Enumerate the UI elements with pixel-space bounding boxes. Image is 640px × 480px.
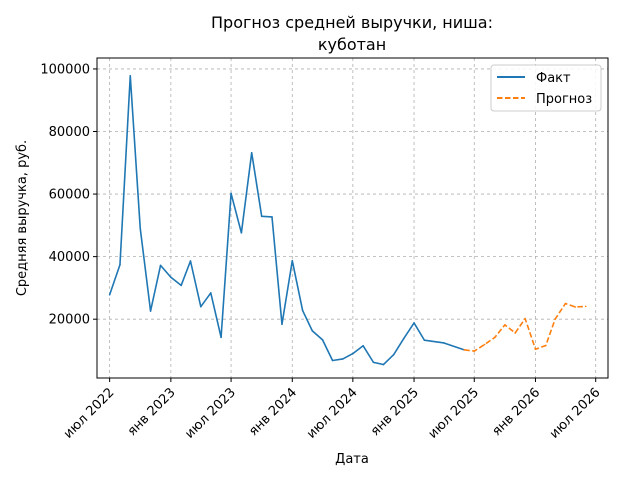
data-point — [504, 324, 506, 326]
y-tick-label: 80000 — [49, 125, 90, 140]
data-point — [483, 343, 486, 346]
data-point — [311, 329, 314, 332]
data-point — [392, 353, 395, 356]
series-line — [108, 75, 465, 366]
data-point — [463, 349, 466, 351]
y-tick-label: 100000 — [40, 62, 90, 77]
data-point — [524, 317, 526, 320]
data-point — [413, 322, 415, 324]
data-point — [139, 227, 142, 230]
data-point — [301, 309, 304, 312]
series-forecast — [463, 302, 587, 352]
data-point — [362, 344, 364, 347]
data-point — [240, 232, 243, 234]
y-tick-label: 40000 — [49, 250, 90, 265]
chart-title-line-2: куботан — [318, 35, 386, 54]
y-axis-label: Средняя выручка, руб. — [15, 140, 30, 296]
data-point — [382, 363, 385, 366]
legend-label-fact: Факт — [536, 71, 571, 86]
data-point — [149, 310, 152, 312]
data-point — [584, 305, 587, 308]
x-axis-label: Дата — [335, 452, 369, 467]
data-point — [494, 336, 496, 339]
data-point — [514, 332, 516, 334]
data-point — [230, 192, 232, 195]
data-point — [443, 342, 445, 344]
data-point — [260, 215, 263, 218]
y-tick-label: 60000 — [49, 188, 90, 203]
grid — [97, 58, 608, 378]
y-axis-ticks: 20000 40000 60000 80000 100000 — [40, 62, 97, 328]
data-point — [342, 358, 344, 360]
data-point — [544, 344, 547, 347]
data-point — [108, 293, 111, 296]
data-point — [271, 216, 273, 218]
data-point — [574, 306, 577, 308]
data-point — [209, 292, 212, 294]
legend-label-forecast: Прогноз — [536, 92, 592, 107]
data-point — [372, 361, 375, 364]
data-point — [129, 75, 132, 77]
series-lines — [108, 75, 587, 366]
data-point — [564, 302, 567, 305]
data-point — [291, 259, 294, 262]
data-point — [554, 318, 556, 320]
data-point — [220, 336, 222, 339]
data-point — [352, 352, 354, 355]
data-point — [250, 151, 253, 154]
data-point — [534, 348, 537, 351]
data-point — [402, 337, 405, 340]
data-point — [200, 305, 202, 308]
y-tick-label: 20000 — [49, 313, 90, 328]
data-point — [119, 263, 121, 266]
legend: Факт Прогноз — [490, 64, 602, 112]
data-point — [281, 323, 283, 326]
data-point — [170, 276, 172, 279]
data-point — [473, 350, 476, 352]
chart-title-line-1: Прогноз средней выручки, ниша: — [211, 13, 493, 32]
series-fact — [108, 75, 466, 366]
data-point — [159, 264, 162, 267]
data-point — [423, 339, 426, 341]
data-point — [321, 339, 324, 341]
data-point — [331, 359, 334, 362]
data-point — [189, 260, 192, 262]
data-point — [180, 284, 182, 287]
